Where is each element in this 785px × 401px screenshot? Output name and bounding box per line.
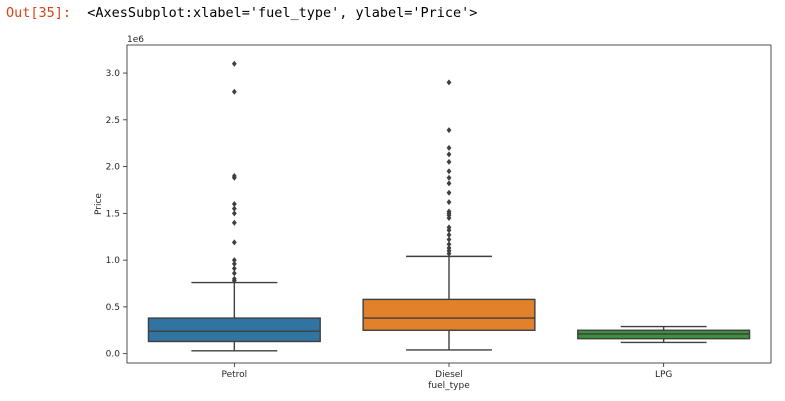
y-tick-label: 3.0 bbox=[106, 69, 121, 79]
outlier-point bbox=[231, 205, 237, 212]
outlier-point bbox=[446, 231, 452, 238]
outlier-point bbox=[446, 189, 452, 196]
y-axis-ticks: 0.0 0.5 1.0 1.5 2.0 2.5 3.0 bbox=[106, 69, 127, 360]
x-tick-label: LPG bbox=[655, 370, 672, 380]
outlier-point bbox=[446, 168, 452, 175]
outlier-point bbox=[446, 236, 452, 243]
outlier-point bbox=[231, 270, 237, 277]
outlier-point bbox=[446, 224, 452, 231]
outlier-point bbox=[231, 210, 237, 217]
outlier-point bbox=[446, 241, 452, 248]
box-layer bbox=[147, 60, 751, 352]
iqr-box bbox=[147, 317, 321, 343]
outlier-point bbox=[231, 265, 237, 272]
outlier-point bbox=[231, 201, 237, 207]
outlier-point bbox=[231, 60, 237, 67]
outlier-point bbox=[446, 79, 452, 86]
y-tick-label: 1.0 bbox=[106, 256, 121, 266]
x-tick-label: Petrol bbox=[221, 370, 247, 380]
y-scale-label: 1e6 bbox=[127, 35, 144, 45]
outlier-point bbox=[446, 174, 452, 181]
outlier-point bbox=[446, 158, 452, 165]
outlier-point bbox=[446, 208, 452, 215]
y-tick-label: 1.5 bbox=[106, 209, 120, 219]
outlier-point bbox=[231, 172, 237, 179]
outlier-point bbox=[446, 180, 452, 187]
outlier-point bbox=[446, 244, 452, 251]
output-repr-text: <AxesSubplot:xlabel='fuel_type', ylabel=… bbox=[87, 5, 478, 21]
box-diesel bbox=[362, 79, 536, 351]
notebook-output-line: Out[35]: <AxesSubplot:xlabel='fuel_type'… bbox=[6, 3, 477, 23]
outlier-point bbox=[446, 151, 452, 158]
box-petrol bbox=[147, 60, 321, 352]
y-tick-label: 2.0 bbox=[106, 163, 121, 173]
outlier-point bbox=[446, 144, 452, 151]
outlier-point bbox=[231, 239, 237, 246]
y-tick-label: 0.0 bbox=[106, 350, 121, 360]
outlier-point bbox=[446, 127, 452, 134]
outlier-point bbox=[446, 199, 452, 206]
y-tick-label: 2.5 bbox=[106, 116, 120, 126]
iqr-box bbox=[362, 298, 536, 331]
box-lpg bbox=[577, 325, 751, 344]
y-tick-label: 0.5 bbox=[106, 303, 120, 313]
outlier-point bbox=[231, 219, 237, 226]
outlier-point bbox=[231, 275, 237, 282]
outlier-point bbox=[231, 257, 237, 264]
outlier-point bbox=[231, 88, 237, 95]
x-axis-label: fuel_type bbox=[428, 381, 470, 391]
output-prompt: Out[35]: bbox=[6, 5, 72, 21]
x-tick-label: Diesel bbox=[435, 370, 463, 380]
x-axis-ticks: Petrol Diesel LPG bbox=[221, 363, 672, 380]
y-axis-label: Price bbox=[94, 193, 104, 215]
outlier-point bbox=[231, 260, 237, 267]
